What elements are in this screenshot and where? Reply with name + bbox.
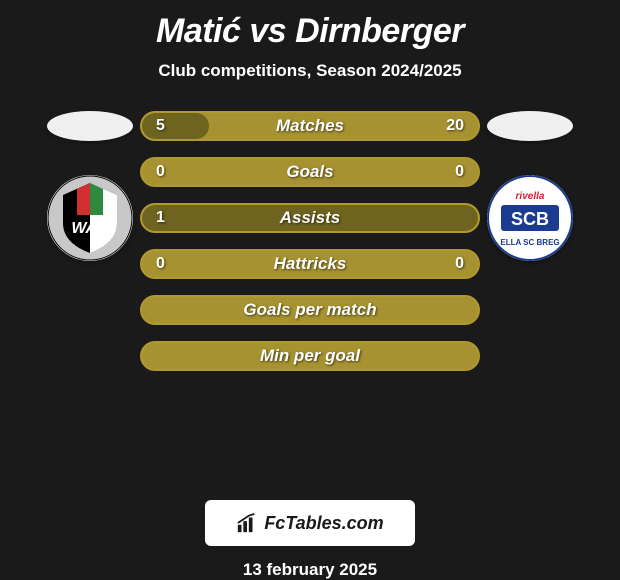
stat-bar: Goals 0 0 — [140, 157, 480, 187]
right-column: rivella SCB ELLA SC BREG — [480, 111, 580, 261]
brand-box: FcTables.com — [205, 500, 415, 546]
stat-bar: Hattricks 0 0 — [140, 249, 480, 279]
subtitle: Club competitions, Season 2024/2025 — [158, 61, 461, 81]
stat-bar: Min per goal — [140, 341, 480, 371]
svg-text:WAC: WAC — [71, 220, 109, 237]
stat-value-left: 0 — [156, 255, 165, 273]
player2-club-badge: rivella SCB ELLA SC BREG — [487, 175, 573, 261]
player2-name: Dirnberger — [295, 12, 464, 50]
stat-label: Matches — [276, 116, 344, 136]
player2-photo — [487, 111, 573, 141]
main-title: Matić vs Dirnberger — [156, 12, 464, 51]
stat-value-left: 5 — [156, 117, 165, 135]
stat-value-right: 0 — [455, 255, 464, 273]
stat-label: Hattricks — [274, 254, 347, 274]
stat-bar: Assists 1 — [140, 203, 480, 233]
comparison-infographic: Matić vs Dirnberger Club competitions, S… — [0, 0, 620, 580]
svg-text:ELLA SC BREG: ELLA SC BREG — [500, 238, 559, 247]
scb-badge-svg: rivella SCB ELLA SC BREG — [487, 175, 573, 261]
stat-value-right: 20 — [446, 117, 464, 135]
stat-bar-fill — [142, 113, 209, 139]
player1-photo — [47, 111, 133, 141]
left-column: WAC — [40, 111, 140, 261]
stat-label: Goals — [286, 162, 333, 182]
date-text: 13 february 2025 — [243, 560, 377, 580]
svg-text:SCB: SCB — [511, 209, 549, 229]
svg-text:rivella: rivella — [516, 191, 545, 202]
stats-bars: Matches520Goals00Assists1Hattricks00Goal… — [140, 111, 480, 371]
stat-label: Goals per match — [243, 300, 376, 320]
stat-bar: Goals per match — [140, 295, 480, 325]
main-area: WAC Matches 5 20 Goals 0 0 Assists 1 Hattricks 0 0… — [0, 111, 620, 484]
wac-badge-graphic: WAC — [47, 175, 133, 261]
stat-label: Assists — [280, 208, 340, 228]
wac-badge-svg: WAC — [47, 175, 133, 261]
chart-icon — [236, 512, 258, 534]
stat-value-left: 0 — [156, 163, 165, 181]
stat-value-left: 1 — [156, 209, 165, 227]
vs-text: vs — [249, 12, 286, 50]
player1-club-badge: WAC — [47, 175, 133, 261]
stat-value-right: 0 — [455, 163, 464, 181]
brand-text: FcTables.com — [264, 513, 383, 534]
stat-bar: Matches 5 20 — [140, 111, 480, 141]
stat-label: Min per goal — [260, 346, 360, 366]
player1-name: Matić — [156, 12, 240, 50]
